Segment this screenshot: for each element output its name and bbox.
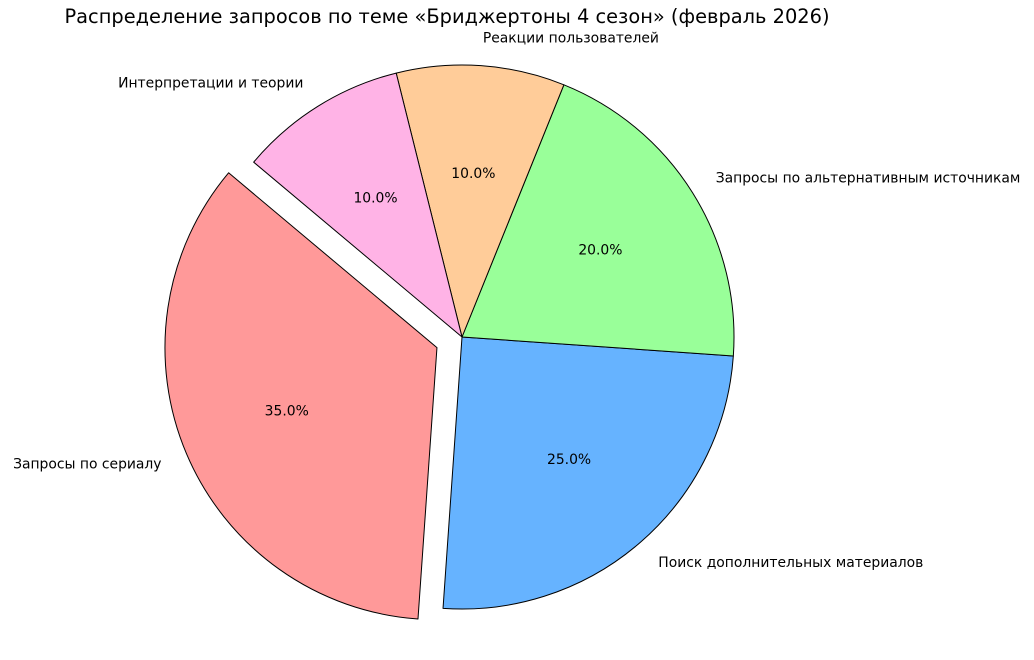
pie-slice	[164, 172, 438, 620]
pie-slices-group	[164, 64, 735, 620]
pie-slice-percent: 20.0%	[578, 243, 622, 259]
pie-slice-percent: 10.0%	[451, 166, 495, 182]
pie-slice-percent: 25.0%	[547, 452, 591, 468]
pie-slice-label: Запросы по альтернативным источникам	[716, 170, 1021, 186]
pie-slice-label: Запросы по сериалу	[13, 457, 161, 473]
pie-labels-group: 35.0% Запросы по сериалу 25.0% Поиск дополн…	[13, 31, 1020, 571]
pie-slice	[442, 336, 734, 610]
pie-slice-percent: 10.0%	[353, 191, 397, 207]
pie-slice-percent: 35.0%	[265, 403, 309, 419]
pie-slice	[395, 64, 565, 338]
pie-slice	[253, 72, 463, 338]
pie-slice	[461, 84, 735, 357]
chart-title: Распределение запросов по теме «Бриджерт…	[64, 5, 829, 28]
pie-slice-label: Реакции пользователей	[483, 31, 659, 47]
pie-slice-label: Поиск дополнительных материалов	[658, 555, 923, 571]
pie-slice-label: Интерпретации и теории	[118, 75, 303, 91]
